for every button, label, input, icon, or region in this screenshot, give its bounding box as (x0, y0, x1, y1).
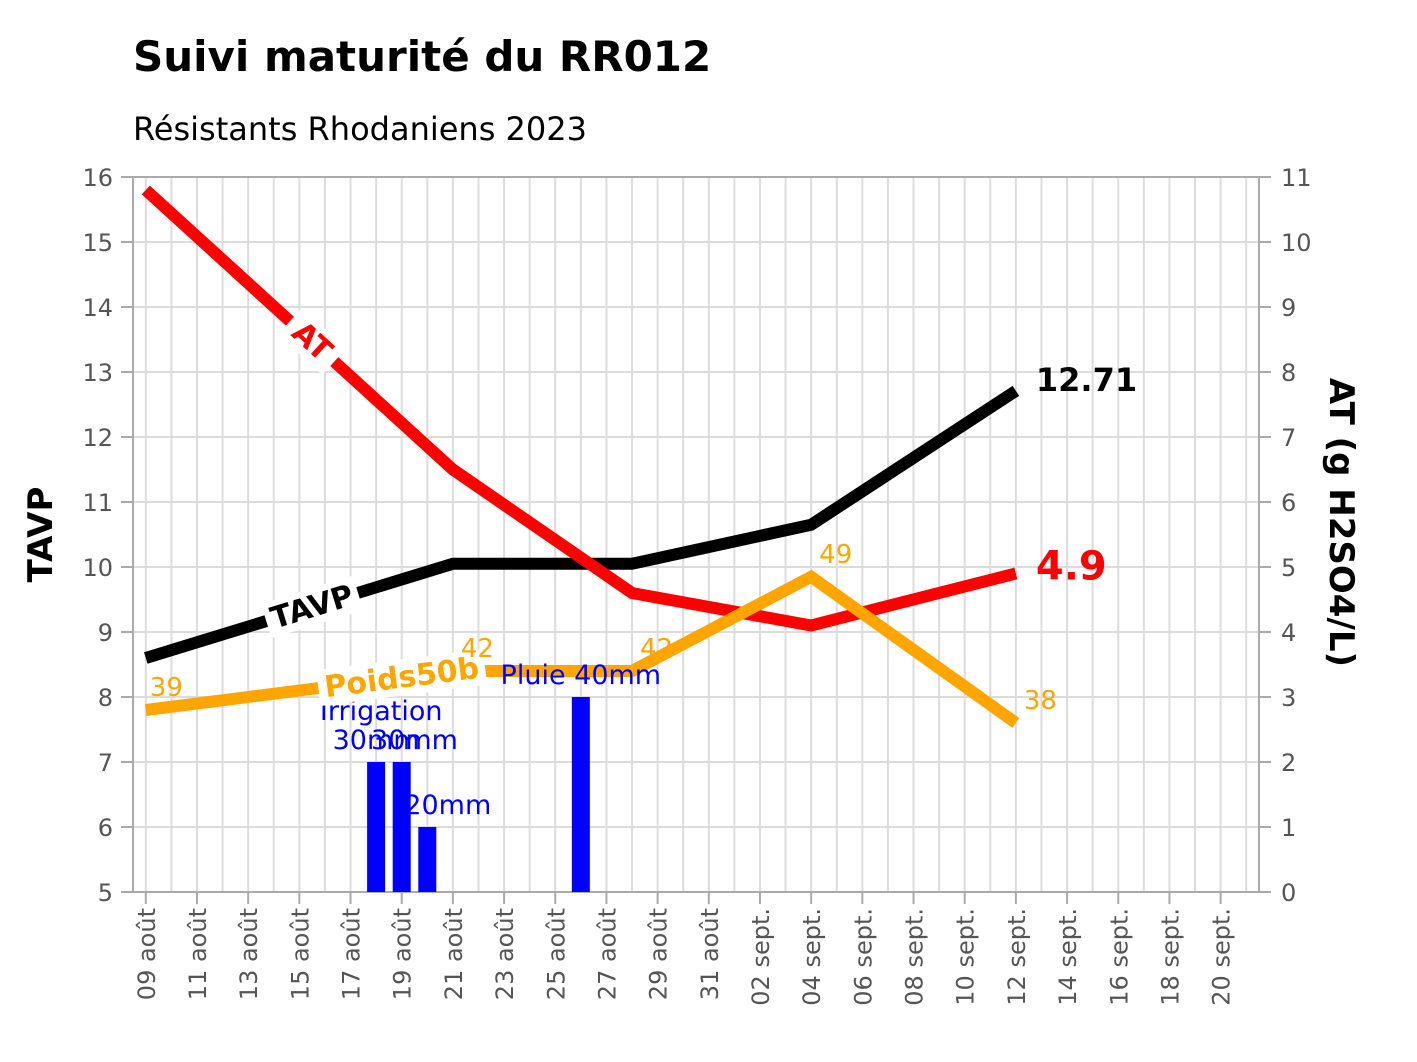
grid (133, 176, 1259, 893)
x-tick-label: 14 sept. (1054, 908, 1082, 1006)
series-label-bg (260, 575, 364, 639)
left-tick-label: 13 (82, 359, 113, 387)
right-tick-label: 4 (1281, 619, 1296, 647)
left-tick-label: 16 (82, 164, 113, 192)
right-tick-label: 3 (1281, 684, 1296, 712)
right-tick-label: 2 (1281, 749, 1296, 777)
left-tick-label: 10 (82, 554, 113, 582)
bar-label: 30mm (333, 725, 420, 756)
point-label: 39 (150, 673, 183, 703)
x-tick-label: 25 août (542, 908, 570, 1000)
left-tick-label: 14 (82, 294, 113, 322)
bar-label: 30mm (371, 725, 458, 756)
water-bar (418, 827, 437, 892)
water-bar (367, 762, 386, 892)
bar-label: Pluie 40mm (501, 660, 662, 691)
x-tick-label: 06 sept. (849, 908, 877, 1006)
right-tick-label: 10 (1281, 229, 1312, 257)
right-tick-label: 7 (1281, 424, 1296, 452)
bar-label: 20mm (404, 790, 491, 821)
left-tick-label: 7 (98, 749, 113, 777)
series-label-bg (316, 649, 488, 706)
left-tick-label: 12 (82, 424, 113, 452)
right-tick-label: 1 (1281, 814, 1296, 842)
water-bar (571, 697, 590, 892)
x-tick-label: 20 sept. (1208, 908, 1236, 1006)
chart-title: Suivi maturité du RR012 (133, 32, 712, 81)
left-tick-label: 9 (98, 619, 113, 647)
left-tick-label: 5 (98, 879, 113, 907)
x-tick-label: 12 sept. (1003, 908, 1031, 1006)
series-end-label: 12.71 (1036, 361, 1137, 399)
point-label: 49 (819, 540, 852, 570)
x-tick-label: 10 sept. (952, 908, 980, 1006)
right-tick-label: 11 (1281, 164, 1312, 192)
x-tick-label: 31 août (696, 908, 724, 1000)
left-axis-title: TAVP (21, 487, 61, 583)
series-inline-label: TAVP (267, 578, 358, 636)
right-axis-title: AT (g H2SO4/L) (1321, 378, 1361, 667)
x-tick-label: 23 août (491, 908, 519, 1000)
right-tick-label: 8 (1281, 359, 1296, 387)
bar-layer (367, 697, 590, 892)
x-tick-label: 08 sept. (901, 908, 929, 1006)
series-end-label: 4.9 (1036, 544, 1107, 590)
point-label: 38 (1024, 686, 1057, 716)
right-tick-label: 9 (1281, 294, 1296, 322)
series-label-bg (277, 307, 347, 375)
series-line-at (141, 185, 1018, 632)
x-tick-label: 02 sept. (747, 908, 775, 1006)
left-tick-label: 15 (82, 229, 113, 257)
water-bar (392, 762, 411, 892)
x-tick-label: 11 août (184, 908, 212, 1000)
point-label: 42 (640, 634, 673, 664)
x-tick-label: 16 sept. (1105, 908, 1133, 1006)
x-tick-label: 13 août (235, 908, 263, 1000)
left-tick-label: 6 (98, 814, 113, 842)
x-tick-label: 27 août (593, 908, 621, 1000)
left-tick-label: 8 (98, 684, 113, 712)
x-tick-label: 19 août (389, 908, 417, 1000)
right-tick-label: 6 (1281, 489, 1296, 517)
x-tick-label: 18 sept. (1156, 908, 1184, 1006)
right-tick-label: 0 (1281, 879, 1296, 907)
x-tick-label: 15 août (286, 908, 314, 1000)
point-label: 42 (461, 634, 494, 664)
left-tick-label: 11 (82, 489, 113, 517)
x-tick-label: 04 sept. (798, 908, 826, 1006)
x-tick-label: 09 août (133, 908, 161, 1000)
right-tick-label: 5 (1281, 554, 1296, 582)
chart-subtitle: Résistants Rhodaniens 2023 (133, 110, 587, 148)
x-tick-label: 17 août (338, 908, 366, 1000)
x-tick-label: 21 août (440, 908, 468, 1000)
x-tick-label: 29 août (645, 908, 673, 1000)
plot-frame (132, 176, 1260, 893)
